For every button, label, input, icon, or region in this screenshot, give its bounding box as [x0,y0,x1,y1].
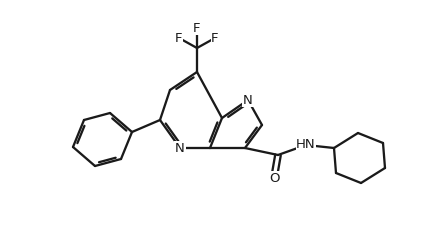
Text: N: N [175,142,185,155]
Text: F: F [175,31,183,45]
Text: N: N [243,94,253,106]
Text: F: F [193,21,201,34]
Text: F: F [211,31,219,45]
Text: O: O [269,171,279,185]
Text: HN: HN [296,139,316,152]
